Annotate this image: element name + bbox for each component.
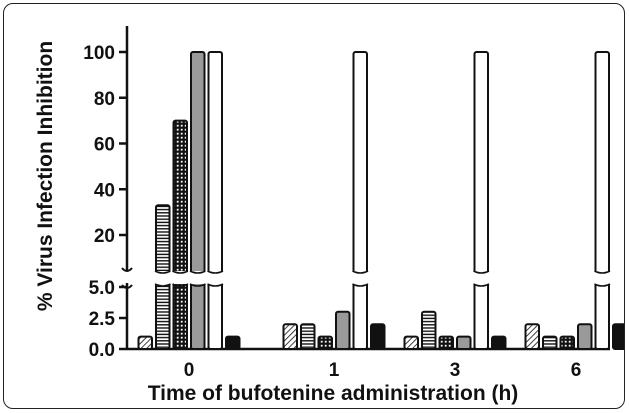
- bar-chart: 0.0 2.5 5.0 20 40 60 80 100 0 1 3 6 % Virus Infecti…: [34, 26, 624, 405]
- bar: [207, 51, 223, 350]
- bars: [137, 51, 624, 351]
- bar-break-edge: [207, 283, 224, 287]
- x-tick-label: 6: [571, 360, 582, 381]
- bar: [594, 51, 610, 350]
- bar-break-edge: [594, 283, 611, 287]
- bar: [172, 119, 188, 350]
- y-tick-label: 80: [94, 89, 115, 110]
- bar: [491, 335, 507, 351]
- bar: [370, 323, 386, 351]
- bar-break-edge: [172, 270, 189, 274]
- bar: [317, 335, 333, 351]
- axes: 0.0 2.5 5.0 20 40 60 80 100 0 1 3 6: [83, 26, 610, 381]
- y-axis-label: % Virus Infection Inhibition: [34, 41, 57, 311]
- bar: [612, 323, 624, 350]
- bar: [524, 323, 540, 351]
- bar-break-edge: [594, 270, 611, 274]
- bar-break-edge: [172, 283, 189, 287]
- axis-break-mark: [121, 284, 133, 289]
- bar-break-gap: [471, 271, 491, 284]
- x-tick-label: 0: [184, 360, 195, 381]
- bar-break-gap: [350, 271, 370, 284]
- bar: [282, 323, 298, 351]
- bar-break-gap: [188, 271, 208, 284]
- bar: [352, 51, 368, 350]
- y-tick-label: 20: [94, 226, 115, 247]
- bar-break-edge: [189, 270, 206, 274]
- bar-break-gap: [205, 271, 225, 284]
- y-tick-label: 0.0: [89, 340, 115, 361]
- axis-break-mark: [121, 267, 133, 272]
- bar: [421, 310, 437, 350]
- bar: [300, 323, 316, 351]
- bar-break-edge: [189, 283, 206, 287]
- y-tick-label: 2.5: [89, 309, 116, 330]
- y-tick-label: 60: [94, 135, 115, 156]
- bar: [456, 335, 472, 351]
- bar: [225, 335, 241, 351]
- bar-break-edge: [352, 283, 369, 287]
- y-tick-label: 40: [94, 180, 115, 201]
- bar-break-gap: [153, 271, 173, 284]
- bar-break-edge: [352, 270, 369, 274]
- bar-break-gap: [170, 271, 190, 284]
- y-tick-label: 5.0: [89, 278, 115, 299]
- axis-labels: % Virus Infection Inhibition Time of buf…: [34, 41, 518, 405]
- chart-frame: 0.0 2.5 5.0 20 40 60 80 100 0 1 3 6 % Virus Infecti…: [3, 3, 625, 409]
- x-tick-label: 1: [329, 360, 340, 381]
- bar: [403, 335, 419, 351]
- bar-break-edge: [154, 270, 171, 274]
- bar-break-edge: [473, 270, 490, 274]
- x-axis-label: Time of bufotenine administration (h): [148, 382, 519, 405]
- bar: [438, 335, 454, 351]
- x-tick-label: 3: [450, 360, 461, 381]
- bar-break-edge: [473, 283, 490, 287]
- bar: [542, 335, 558, 351]
- y-tick-label: 100: [83, 43, 115, 64]
- bar: [559, 335, 575, 351]
- bar: [137, 335, 153, 351]
- bar: [577, 323, 593, 351]
- bar-break-gap: [592, 271, 612, 284]
- bar: [335, 310, 351, 350]
- bar: [473, 51, 489, 350]
- bar: [190, 51, 206, 350]
- bar-break-edge: [207, 270, 224, 274]
- bar-break-edge: [154, 283, 171, 287]
